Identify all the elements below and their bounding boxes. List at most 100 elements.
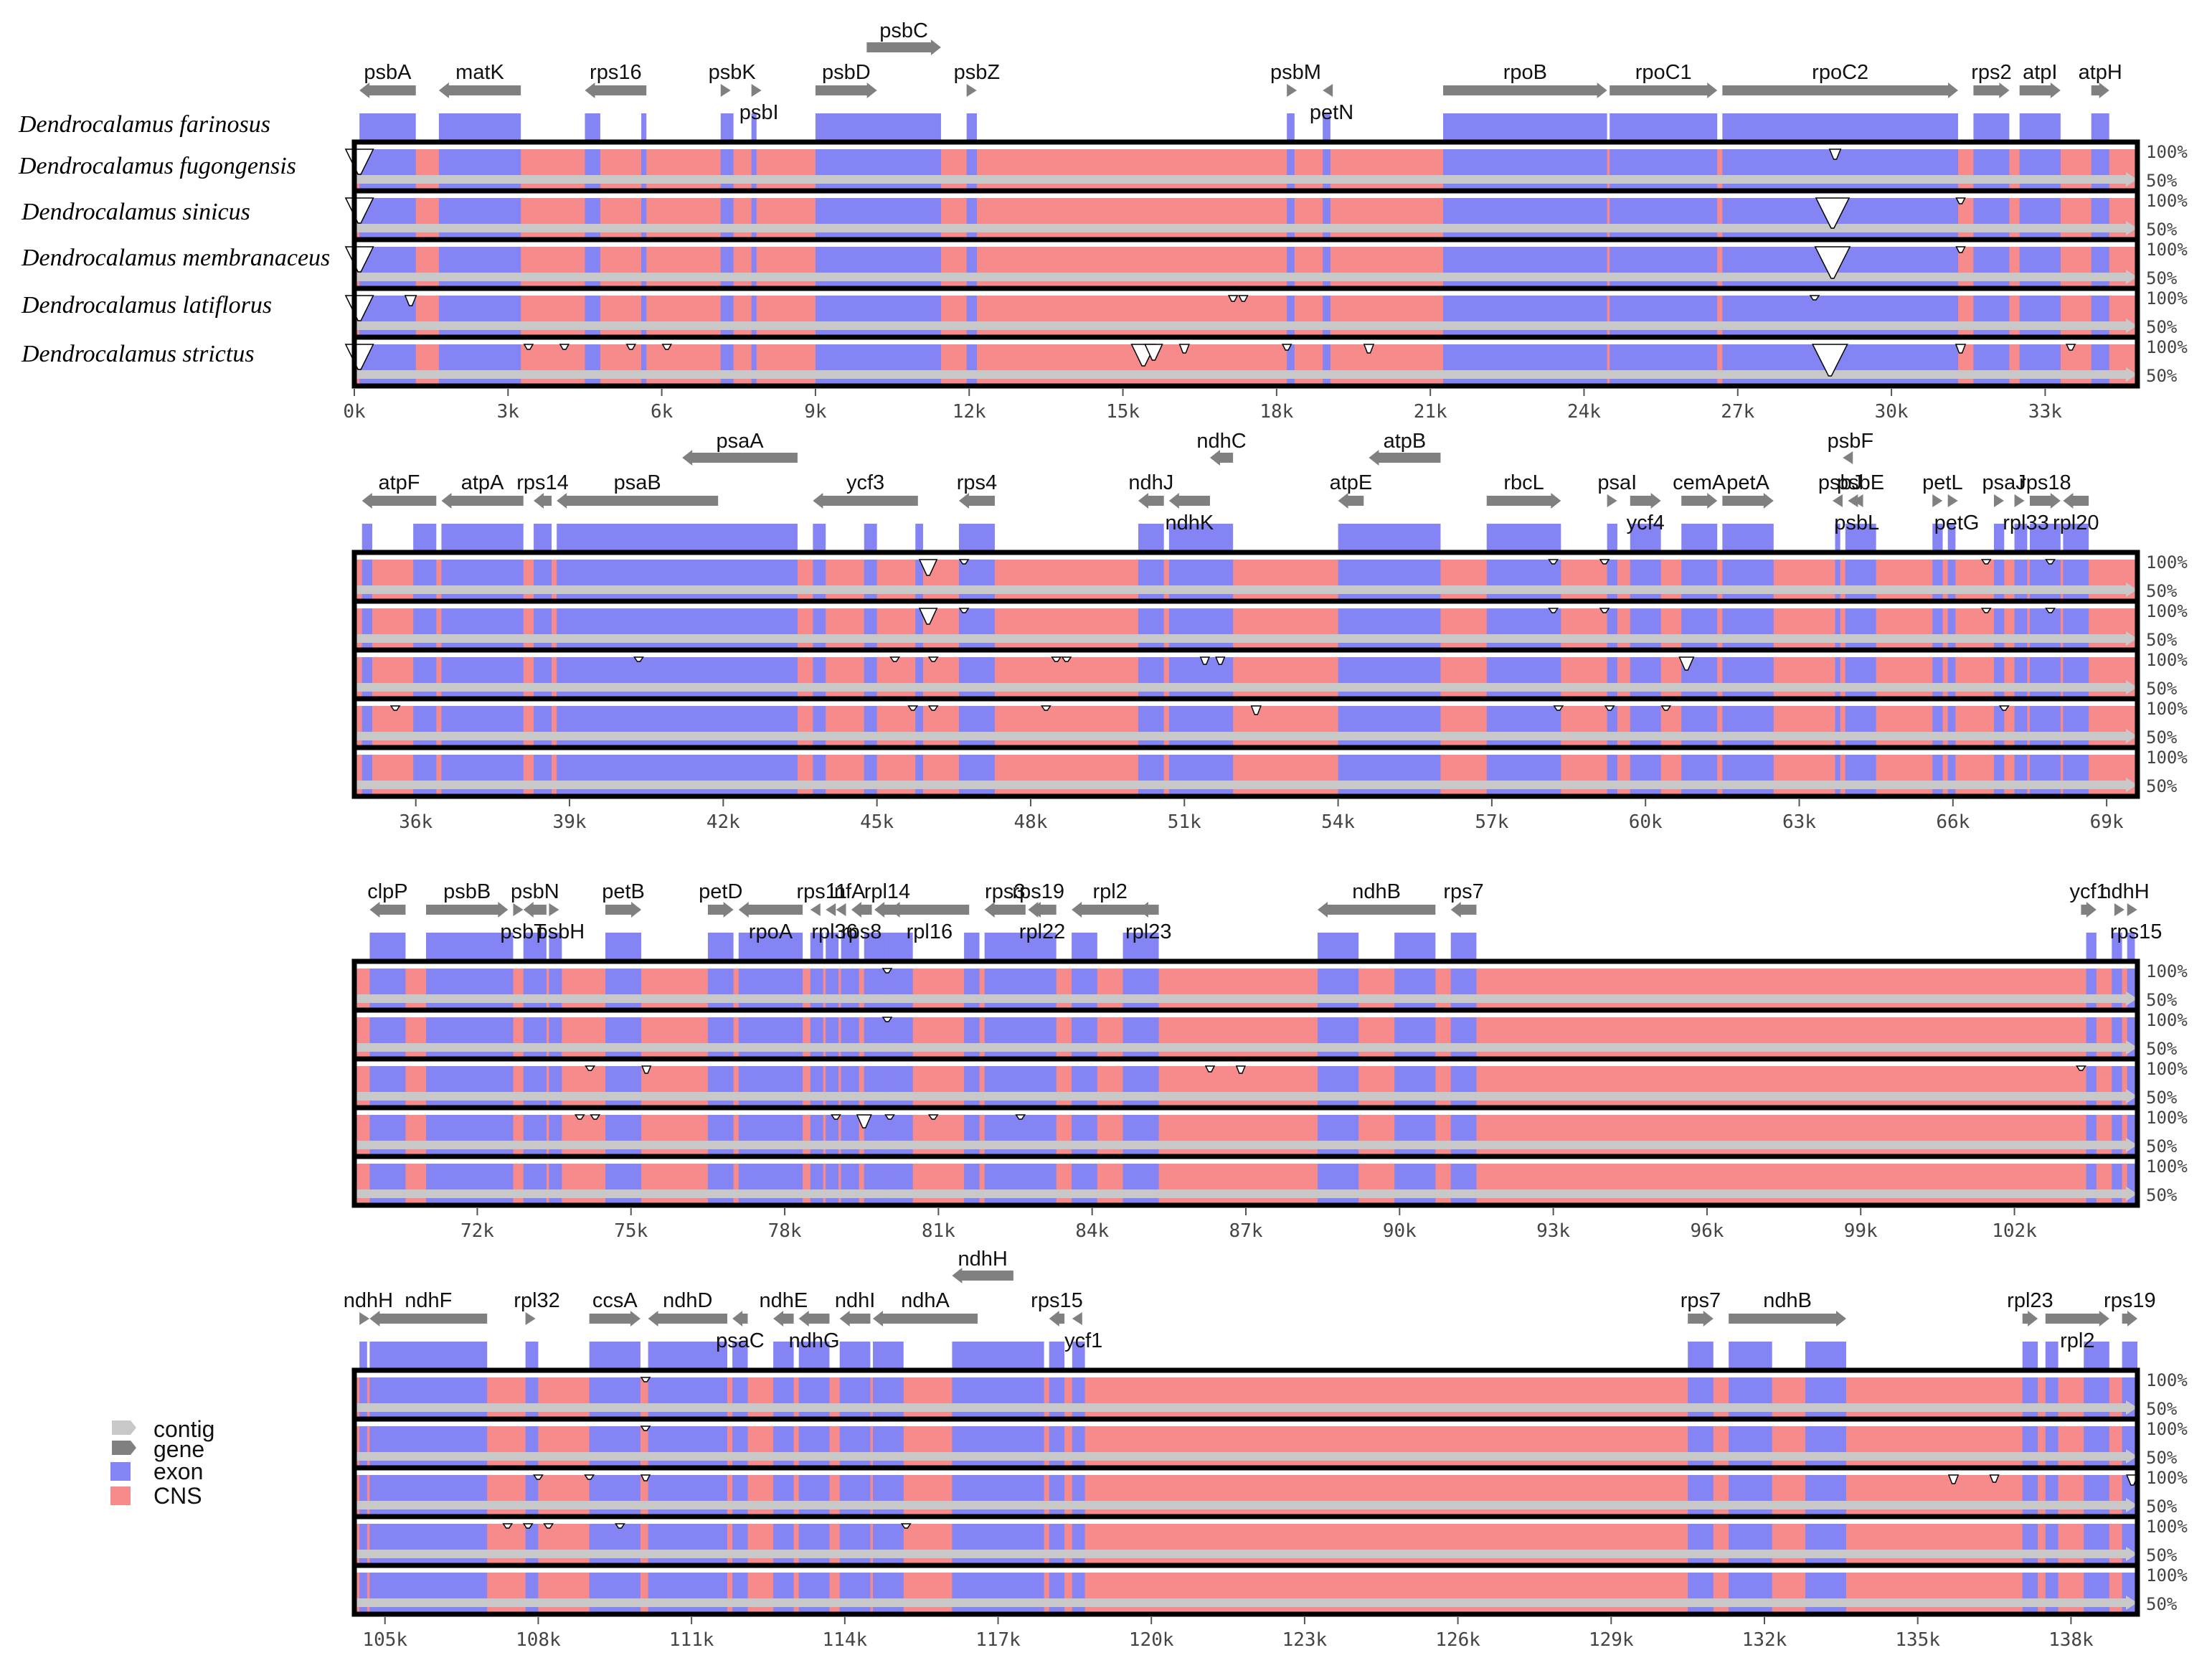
gene-label: rpl36 bbox=[811, 920, 858, 943]
track-3: 100% 50% bbox=[354, 1056, 2188, 1108]
identity-dip bbox=[1553, 705, 1564, 711]
track-exon-fill bbox=[751, 191, 757, 240]
track-exon-fill bbox=[751, 337, 757, 386]
gene-arrow bbox=[2029, 493, 2061, 509]
identity-dip bbox=[1238, 295, 1249, 302]
gene-petL: petL bbox=[1922, 471, 1963, 507]
identity-dip bbox=[2045, 608, 2056, 613]
gene-arrow bbox=[1973, 83, 2010, 98]
identity-dip bbox=[2045, 559, 2056, 565]
panel-frame bbox=[351, 958, 2140, 1208]
x-tick-label: 117k bbox=[975, 1629, 1021, 1651]
percent-label-100: 100% bbox=[2146, 1565, 2188, 1585]
gene-ndhK: ndhK bbox=[1166, 493, 1214, 534]
identity-dip bbox=[1947, 1474, 1960, 1484]
gene-ndhA: ndhA bbox=[873, 1289, 978, 1327]
x-tick-label: 51k bbox=[1168, 811, 1201, 833]
gene-arrow bbox=[2122, 1311, 2137, 1327]
track-exon-fill bbox=[359, 1468, 367, 1517]
contig-arrow bbox=[354, 1400, 2137, 1415]
x-tick-label: 78k bbox=[768, 1220, 802, 1242]
gene-rps15: rps15 bbox=[1031, 1289, 1083, 1327]
contig-arrow bbox=[354, 991, 2137, 1006]
percent-label-50: 50% bbox=[2146, 990, 2178, 1010]
gene-rpl33: rpl33 bbox=[2003, 494, 2049, 534]
track-exon-fill bbox=[1835, 748, 1840, 796]
track-1: 100% 50% bbox=[354, 550, 2188, 601]
species-label-fugongensis: Dendrocalamus fugongensis bbox=[18, 153, 296, 179]
identity-dip bbox=[633, 656, 644, 662]
x-tick-label: 72k bbox=[460, 1220, 494, 1242]
panel-frame bbox=[351, 1367, 2140, 1617]
contig-arrow bbox=[354, 729, 2137, 743]
reference-exon bbox=[1722, 113, 1958, 142]
reference-exon bbox=[1681, 524, 1718, 552]
gene-petN: petN bbox=[1310, 84, 1353, 124]
track-exon-fill bbox=[641, 191, 647, 240]
identity-dip bbox=[918, 608, 938, 625]
track-top-band bbox=[354, 337, 2137, 344]
track-exon-fill bbox=[1323, 240, 1330, 288]
identity-dip bbox=[1199, 656, 1210, 665]
x-tick-label: 18k bbox=[1259, 401, 1293, 423]
identity-dip bbox=[2076, 1065, 2086, 1071]
gene-label: psbE bbox=[1837, 471, 1884, 494]
gene-label: rps18 bbox=[2019, 471, 2071, 494]
reference-exon bbox=[841, 933, 859, 961]
gene-label: psbI bbox=[739, 101, 779, 124]
percent-label-50: 50% bbox=[2146, 1594, 2178, 1614]
gene-clpP: clpP bbox=[367, 880, 408, 918]
gene-label: ndhA bbox=[901, 1289, 950, 1312]
gene-label: psbC bbox=[879, 19, 928, 42]
track-exon-fill bbox=[359, 1370, 367, 1419]
gene-arrow bbox=[889, 902, 970, 918]
gene-arrow bbox=[1369, 450, 1441, 466]
x-tick-label: 123k bbox=[1282, 1629, 1328, 1651]
gene-label: rpl2 bbox=[2060, 1329, 2094, 1352]
species-label-membranaceus: Dendrocalamus membranaceus bbox=[21, 245, 330, 271]
gene-label: petB bbox=[602, 880, 645, 903]
x-tick-label: 33k bbox=[2028, 401, 2062, 423]
identity-dip bbox=[523, 344, 534, 350]
percent-label-100: 100% bbox=[2146, 961, 2188, 981]
legend-gene-swatch bbox=[112, 1441, 136, 1455]
gene-arrow bbox=[2091, 83, 2109, 98]
gene-label: atpH bbox=[2079, 61, 2122, 84]
identity-dip bbox=[1660, 705, 1672, 711]
track-1: 100% 50% bbox=[354, 1367, 2188, 1419]
gene-arrow bbox=[523, 902, 547, 918]
contig-arrow bbox=[354, 319, 2137, 333]
track-exon-fill bbox=[1947, 748, 1956, 796]
gene-label: ndhG bbox=[789, 1329, 840, 1352]
gene-arrow-head bbox=[549, 903, 559, 916]
percent-label-50: 50% bbox=[2146, 1545, 2178, 1565]
gene-arrow bbox=[1338, 493, 1364, 509]
gene-psbT: psbT bbox=[500, 903, 547, 943]
identity-dip bbox=[661, 344, 673, 350]
identity-dip bbox=[1599, 608, 1610, 613]
reference-exon bbox=[413, 524, 437, 552]
gene-arrow-head bbox=[1947, 494, 1958, 507]
gene-label: rps7 bbox=[1443, 880, 1483, 903]
track-1: 100% 50% bbox=[354, 958, 2188, 1010]
gene-ndhD: ndhD bbox=[648, 1289, 727, 1327]
track-3: 100% 50% bbox=[354, 647, 2188, 699]
gene-psbF: psbF bbox=[1828, 430, 1873, 464]
gene-arrow bbox=[2081, 902, 2097, 918]
percent-label-100: 100% bbox=[2146, 337, 2188, 357]
reference-exon bbox=[1630, 524, 1661, 552]
gene-arrow bbox=[1729, 1311, 1846, 1327]
gene-rbcL: rbcL bbox=[1486, 471, 1561, 509]
identity-dip bbox=[1678, 656, 1695, 671]
gene-label: rpl20 bbox=[2053, 512, 2099, 534]
identity-dip bbox=[1809, 295, 1820, 301]
track-exon-fill bbox=[1835, 650, 1840, 699]
gene-arrow bbox=[738, 902, 803, 918]
reference-exon bbox=[1993, 524, 2005, 552]
x-tick-label: 42k bbox=[706, 811, 740, 833]
gene-label: psbZ bbox=[954, 61, 1000, 84]
gene-arrow bbox=[873, 1311, 978, 1327]
gene-psbD: psbD bbox=[815, 61, 877, 98]
gene-psaB: psaB bbox=[557, 471, 719, 509]
percent-label-100: 100% bbox=[2146, 1156, 2188, 1177]
